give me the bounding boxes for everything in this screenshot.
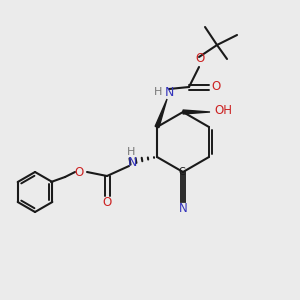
- Polygon shape: [155, 99, 167, 128]
- Text: O: O: [102, 196, 112, 209]
- Text: N: N: [127, 157, 137, 169]
- Text: OH: OH: [214, 104, 232, 118]
- Text: H: H: [127, 147, 135, 157]
- Text: N: N: [178, 202, 188, 215]
- Text: C: C: [178, 167, 185, 177]
- Text: H: H: [154, 87, 162, 97]
- Text: O: O: [212, 80, 220, 94]
- Polygon shape: [183, 110, 210, 114]
- Text: O: O: [74, 166, 84, 178]
- Text: O: O: [195, 52, 205, 65]
- Text: N: N: [164, 85, 174, 98]
